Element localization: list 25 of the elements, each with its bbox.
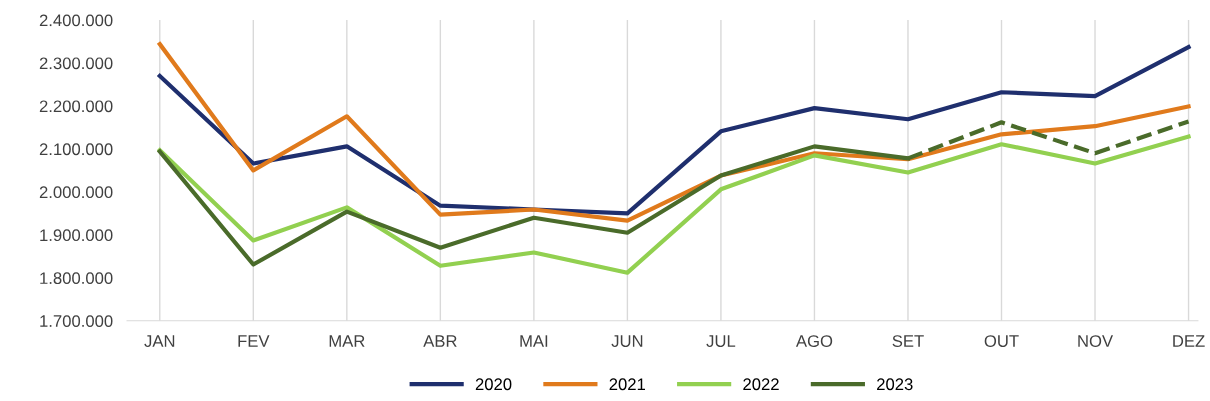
legend-label: 2020	[475, 378, 512, 391]
x-tick-label: NOV	[1078, 335, 1114, 347]
x-tick-label: JUL	[706, 335, 736, 347]
y-tick-label: 2.200.000	[39, 100, 113, 113]
x-tick-label: AGO	[795, 335, 833, 347]
legend-label: 2021	[609, 378, 645, 391]
y-tick-label: 2.400.000	[39, 14, 113, 27]
x-tick-label: JUN	[611, 335, 643, 347]
y-tick-label: 1.700.000	[40, 315, 113, 327]
y-tick-label: 2.100.000	[39, 143, 113, 156]
x-tick-label: FEV	[238, 335, 270, 347]
x-tick-label: ABR	[423, 335, 457, 347]
x-tick-label: DEZ	[1173, 335, 1205, 347]
x-tick-label: MAI	[520, 335, 548, 347]
line-series	[157, 134, 1191, 275]
y-tick-label: 1.900.000	[40, 229, 113, 242]
x-tick-label: MAR	[329, 335, 365, 347]
y-tick-label: 2.000.000	[39, 186, 113, 199]
legend-label: 2023	[877, 378, 913, 391]
x-tick-label: OUT	[984, 335, 1019, 347]
x-tick-label: JAN	[144, 335, 175, 347]
x-tick-label: SET	[892, 335, 924, 347]
y-tick-label: 2.300.000	[39, 57, 113, 70]
legend-label: 2022	[743, 378, 779, 391]
y-tick-label: 1.800.000	[40, 272, 113, 285]
